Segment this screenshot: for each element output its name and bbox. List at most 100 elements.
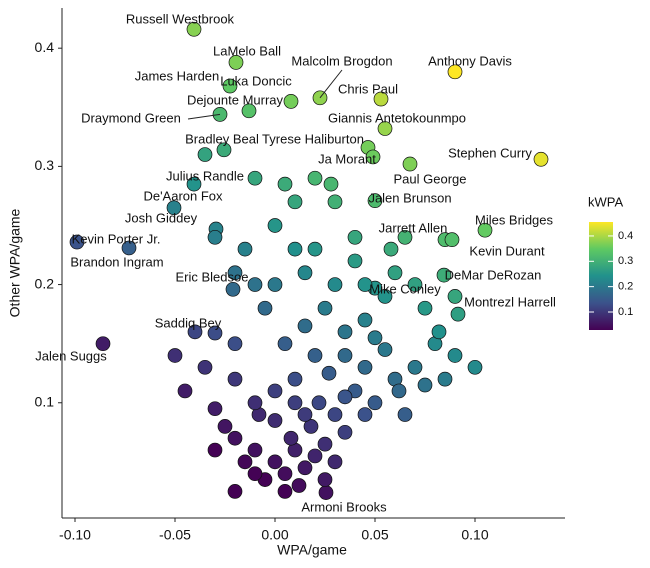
point xyxy=(321,365,337,381)
point xyxy=(283,94,299,109)
point xyxy=(318,485,334,500)
point xyxy=(307,241,323,257)
point xyxy=(327,454,343,470)
point xyxy=(197,147,213,162)
point xyxy=(247,395,263,411)
point xyxy=(317,436,333,452)
point-label: De'Aaron Fox xyxy=(143,188,223,203)
point xyxy=(407,277,423,292)
y-tick-label: 0.1 xyxy=(35,393,55,409)
point xyxy=(357,277,373,292)
point xyxy=(227,371,243,387)
x-tick-label: 0.10 xyxy=(461,527,488,543)
point xyxy=(450,306,466,322)
point xyxy=(257,300,273,316)
point-label: Malcolm Brogdon xyxy=(291,53,392,68)
point xyxy=(69,234,85,250)
point xyxy=(447,348,463,363)
point xyxy=(287,395,303,411)
point-label: Armoni Brooks xyxy=(301,499,387,514)
point xyxy=(297,407,313,422)
point xyxy=(367,330,383,346)
point xyxy=(447,64,463,80)
point xyxy=(287,371,303,387)
point-label: Tyrese Haliburton xyxy=(262,131,364,146)
point xyxy=(365,149,381,165)
point-label: Brandon Ingram xyxy=(70,254,163,269)
point xyxy=(317,300,333,316)
point xyxy=(317,472,333,487)
point xyxy=(95,336,111,352)
point xyxy=(277,466,293,482)
point xyxy=(357,359,373,375)
point-label: Jarrett Allen xyxy=(379,220,448,235)
point xyxy=(417,300,433,316)
point xyxy=(227,265,243,281)
point xyxy=(241,103,257,119)
colorbar-title: kWPA xyxy=(588,194,623,209)
point-label: DeMar DeRozan xyxy=(445,267,542,282)
point xyxy=(431,324,447,340)
y-tick-label: 0.3 xyxy=(35,157,55,173)
point xyxy=(373,91,389,107)
point xyxy=(303,419,319,434)
point-label: Montrezl Harrell xyxy=(464,294,556,309)
x-tick-label: 0.05 xyxy=(361,527,388,543)
plot-area: Russell Westbrook LaMelo Ball Anthony Davi… xyxy=(35,11,556,514)
point xyxy=(391,383,407,399)
point-label: Saddiq Bey xyxy=(155,315,222,330)
point xyxy=(247,170,263,186)
point xyxy=(337,348,353,363)
point xyxy=(287,194,303,210)
colorbar-tick-label: 0.2 xyxy=(618,281,633,293)
x-tick-label: 0.00 xyxy=(261,527,288,543)
point xyxy=(397,407,413,422)
colorbar-tick-label: 0.4 xyxy=(618,230,633,242)
point xyxy=(207,401,223,417)
point xyxy=(417,377,433,393)
point-label: Russell Westbrook xyxy=(126,11,235,26)
colorbar xyxy=(589,222,613,330)
point xyxy=(167,348,183,363)
point xyxy=(327,407,343,422)
point xyxy=(247,277,263,292)
point xyxy=(291,478,307,493)
point xyxy=(228,55,244,70)
point xyxy=(267,218,283,233)
point xyxy=(477,222,493,238)
point xyxy=(297,460,313,476)
point-label: Dejounte Murray xyxy=(187,92,284,107)
point xyxy=(287,241,303,257)
point-label: Stephen Curry xyxy=(448,145,532,160)
point-label: Eric Bledsoe xyxy=(176,269,249,284)
x-tick-label: -0.10 xyxy=(59,527,91,543)
point xyxy=(377,342,393,357)
point xyxy=(347,253,363,269)
point-label: Jalen Brunson xyxy=(368,190,451,205)
point xyxy=(237,241,253,257)
point xyxy=(247,442,263,458)
point xyxy=(177,383,193,399)
point xyxy=(197,359,213,375)
point-label: Draymond Green xyxy=(81,110,181,125)
point xyxy=(277,484,293,499)
point xyxy=(444,232,460,248)
point xyxy=(225,281,241,297)
point xyxy=(267,383,283,399)
point xyxy=(327,194,343,210)
point xyxy=(357,407,373,422)
point xyxy=(337,424,353,440)
point xyxy=(307,348,323,363)
point xyxy=(402,156,418,172)
point-label: Mike Conley xyxy=(369,281,441,296)
point xyxy=(186,176,202,192)
point xyxy=(222,78,238,94)
point-label: Paul George xyxy=(394,171,467,186)
point xyxy=(297,265,313,281)
point-label: Bradley Beal xyxy=(185,131,259,146)
point-label: Ja Morant xyxy=(318,151,376,166)
point xyxy=(347,229,363,245)
point xyxy=(397,229,413,245)
colorbar-tick-label: 0.3 xyxy=(618,255,633,267)
point-label: Julius Randle xyxy=(166,168,244,183)
